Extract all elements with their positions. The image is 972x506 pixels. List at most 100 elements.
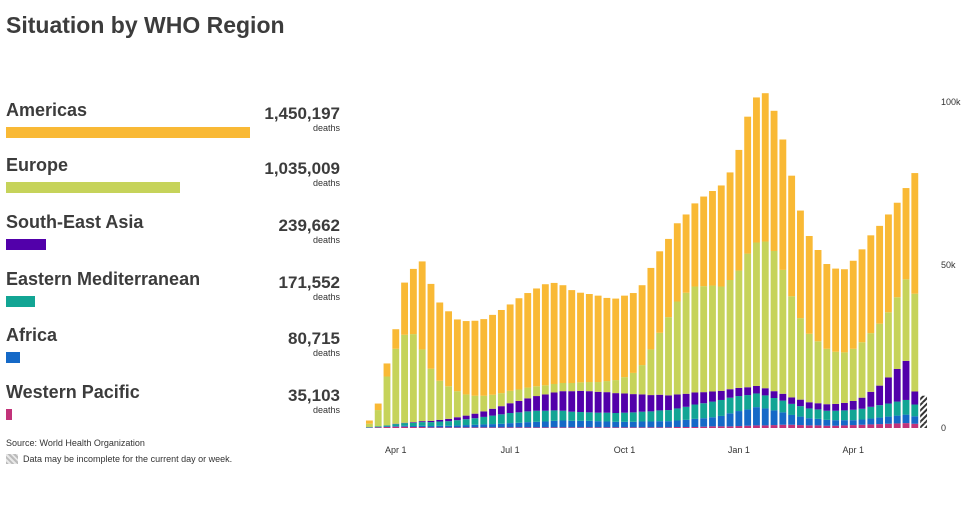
bar-segment (717, 399, 725, 416)
bar-segment (691, 392, 699, 405)
bar-segment (612, 298, 620, 381)
bar-segment (629, 412, 637, 422)
bar-segment (726, 172, 734, 280)
x-tick-label: Oct 1 (614, 445, 636, 455)
region-deaths-value: 1,450,197 (264, 104, 340, 123)
bar-segment (920, 423, 928, 427)
bar-segment (682, 406, 690, 420)
bar-segment (594, 421, 602, 428)
bar-segment (823, 410, 831, 420)
bar-segment (761, 408, 769, 426)
bar-segment (533, 288, 540, 387)
bar-segment (867, 333, 875, 392)
bar-segment (893, 415, 901, 424)
bar-segment (453, 427, 461, 428)
bar-segment (876, 385, 884, 406)
bar-segment (383, 363, 391, 377)
region-bar (6, 239, 46, 250)
bar-segment (709, 426, 716, 428)
bar-segment (884, 312, 892, 378)
bar-segment (761, 395, 769, 409)
bar-segment (788, 397, 796, 404)
bar-segment (480, 416, 488, 425)
y-tick-label: 50k (941, 260, 956, 270)
bar-segment (920, 421, 928, 424)
bar-segment (365, 423, 373, 428)
bar-segment (691, 203, 699, 287)
bar-segment (805, 333, 813, 403)
bar-segment (445, 418, 452, 422)
bar-segment (594, 295, 602, 383)
bar-segment (682, 427, 690, 428)
region-name: Eastern Mediterranean (6, 269, 201, 289)
bar-segment (788, 424, 796, 428)
bar-segment (770, 398, 778, 411)
bar-segment (489, 314, 496, 395)
region-bar (6, 182, 180, 193)
incomplete-note-text: Data may be incomplete for the current d… (23, 454, 233, 464)
bar-segment (770, 250, 778, 392)
region-row: Eastern Mediterranean 171,552 deaths (6, 269, 346, 319)
region-name: South-East Asia (6, 212, 144, 232)
x-tick-label: Apr 1 (842, 445, 864, 455)
bar-segment (735, 411, 743, 427)
region-name: Europe (6, 155, 69, 175)
bar-segment (568, 391, 576, 412)
bar-segment (550, 282, 558, 384)
bar-segment (884, 423, 892, 428)
bar-segment (788, 403, 796, 415)
bar-segment (392, 348, 400, 424)
bar-segment (524, 398, 532, 412)
bar-segment (911, 416, 919, 424)
bar-segment (489, 408, 496, 416)
bar-segment (665, 395, 672, 411)
bar-segment (462, 394, 470, 416)
bar-segment (533, 396, 540, 411)
bar-segment (533, 386, 540, 397)
bar-segment (401, 426, 409, 428)
x-tick-label: Apr 1 (385, 445, 407, 455)
bar-segment (462, 427, 470, 428)
bar-segment (506, 403, 514, 413)
bar-segment (612, 413, 620, 422)
bar-segment (550, 392, 558, 411)
bar-segment (709, 285, 716, 392)
bar-segment (673, 394, 681, 409)
y-tick-label: 100k (941, 97, 961, 107)
bar-segment (726, 280, 734, 390)
bar-segment (647, 411, 655, 422)
bar-segment (761, 425, 769, 428)
bar-segment (884, 416, 892, 424)
bar-segment (629, 394, 637, 413)
bar-segment (577, 427, 584, 428)
bar-segment (621, 427, 628, 428)
bar-segment (621, 377, 628, 394)
bar-segment (427, 368, 435, 421)
bar-segment (471, 395, 479, 414)
bar-segment (788, 296, 796, 398)
hatch-swatch-icon (6, 454, 18, 464)
bar-segment (858, 342, 866, 398)
bar-segment (841, 420, 848, 426)
bar-segment (559, 285, 567, 384)
y-tick-label: 0 (941, 423, 946, 433)
bar-segment (691, 418, 699, 428)
bar-segment (823, 404, 831, 411)
bar-segment (559, 420, 567, 428)
bar-segment (911, 293, 919, 392)
bar-segment (841, 410, 848, 421)
bar-segment (603, 297, 611, 382)
bar-segment (770, 410, 778, 426)
bar-segment (665, 238, 672, 318)
bar-segment (849, 348, 857, 401)
bar-segment (603, 381, 611, 393)
bar-segment (603, 427, 611, 428)
bar-segment (849, 409, 857, 421)
bar-segment (797, 210, 804, 319)
bar-segment (647, 421, 655, 428)
bar-segment (744, 409, 752, 426)
bar-segment (753, 393, 760, 408)
bar-segment (453, 417, 461, 421)
bar-segment (911, 404, 919, 417)
